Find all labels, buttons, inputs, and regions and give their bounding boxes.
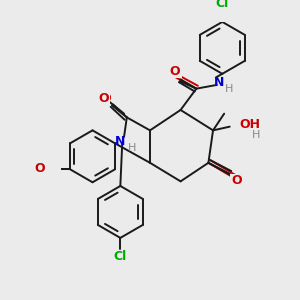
Text: O: O [100, 92, 111, 105]
FancyBboxPatch shape [97, 92, 110, 104]
FancyBboxPatch shape [230, 174, 243, 186]
Text: O: O [169, 66, 179, 80]
Text: N: N [115, 135, 125, 148]
Text: H: H [225, 84, 233, 94]
Text: H: H [128, 143, 136, 153]
Text: O: O [46, 162, 56, 175]
Text: O: O [98, 92, 109, 105]
FancyBboxPatch shape [169, 66, 182, 78]
Text: O: O [170, 65, 180, 79]
Text: O: O [34, 162, 45, 175]
Text: OH: OH [239, 118, 260, 131]
Text: H: H [252, 130, 260, 140]
Text: N: N [213, 76, 224, 89]
Text: Cl: Cl [216, 0, 229, 10]
Text: Cl: Cl [114, 250, 127, 263]
Text: O: O [231, 174, 242, 187]
Text: O: O [231, 175, 242, 188]
FancyBboxPatch shape [22, 163, 61, 176]
